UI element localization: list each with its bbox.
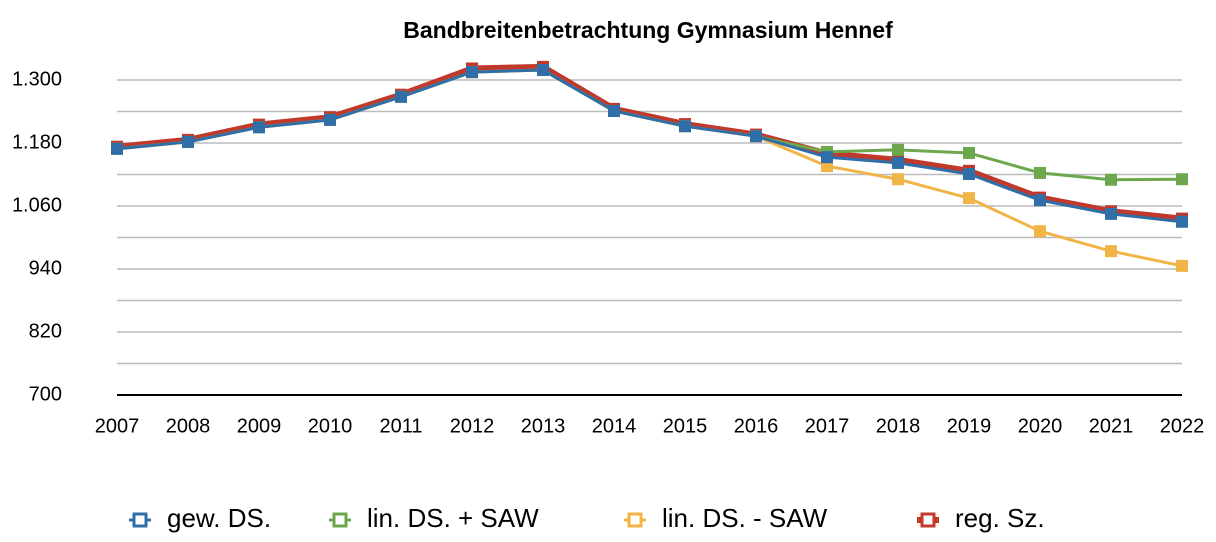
legend-marker	[627, 512, 643, 528]
x-tick-label: 2014	[592, 415, 637, 437]
data-point	[111, 142, 123, 155]
data-point	[466, 66, 478, 79]
x-tick-label: 2011	[379, 415, 422, 437]
legend-label: lin. DS. + SAW	[367, 503, 539, 533]
data-point	[1105, 207, 1117, 220]
x-tick-label: 2010	[308, 415, 353, 437]
legend-label: reg. Sz.	[955, 503, 1045, 533]
data-point	[608, 104, 620, 117]
data-point	[679, 120, 691, 133]
data-point	[1176, 173, 1188, 186]
data-point	[537, 64, 549, 77]
y-tick-label: 1.300	[12, 68, 62, 90]
data-point	[395, 90, 407, 103]
x-tick-label: 2007	[95, 415, 140, 437]
data-point	[892, 173, 904, 186]
data-point	[892, 156, 904, 169]
legend-marker	[332, 512, 348, 528]
data-point	[963, 167, 975, 180]
legend-label: gew. DS.	[167, 503, 271, 533]
y-tick-label: 820	[29, 320, 62, 342]
data-point	[892, 143, 904, 156]
x-tick-label: 2021	[1089, 415, 1134, 437]
data-point	[253, 121, 265, 134]
x-tick-label: 2013	[521, 415, 566, 437]
x-tick-label: 2019	[947, 415, 992, 437]
data-point	[182, 135, 194, 148]
y-tick-label: 700	[29, 383, 62, 405]
data-point	[1105, 245, 1117, 258]
x-tick-label: 2009	[237, 415, 282, 437]
series-line	[116, 68, 1183, 224]
x-tick-label: 2015	[663, 415, 708, 437]
y-tick-label: 940	[29, 257, 62, 279]
x-tick-label: 2020	[1018, 415, 1063, 437]
x-tick-label: 2022	[1160, 415, 1205, 437]
data-point	[1034, 194, 1046, 207]
series-line	[116, 63, 1183, 222]
y-tick-label: 1.180	[12, 131, 62, 153]
y-tick-label: 1.060	[12, 194, 62, 216]
x-tick-label: 2016	[734, 415, 779, 437]
x-tick-label: 2012	[450, 415, 495, 437]
data-point	[750, 130, 762, 143]
legend-marker	[132, 512, 148, 528]
data-point	[1176, 215, 1188, 228]
data-point	[324, 113, 336, 126]
x-tick-label: 2008	[166, 415, 211, 437]
chart-title: Bandbreitenbetrachtung Gymnasium Hennef	[403, 17, 893, 43]
legend-label: lin. DS. - SAW	[662, 503, 828, 533]
data-point	[963, 192, 975, 205]
x-tick-label: 2017	[805, 415, 850, 437]
data-point	[1034, 225, 1046, 238]
data-point	[963, 146, 975, 159]
data-point	[1176, 259, 1188, 272]
data-point	[1034, 166, 1046, 179]
data-point	[821, 151, 833, 164]
x-tick-label: 2018	[876, 415, 921, 437]
legend-marker	[920, 512, 936, 528]
data-point	[1105, 173, 1117, 186]
